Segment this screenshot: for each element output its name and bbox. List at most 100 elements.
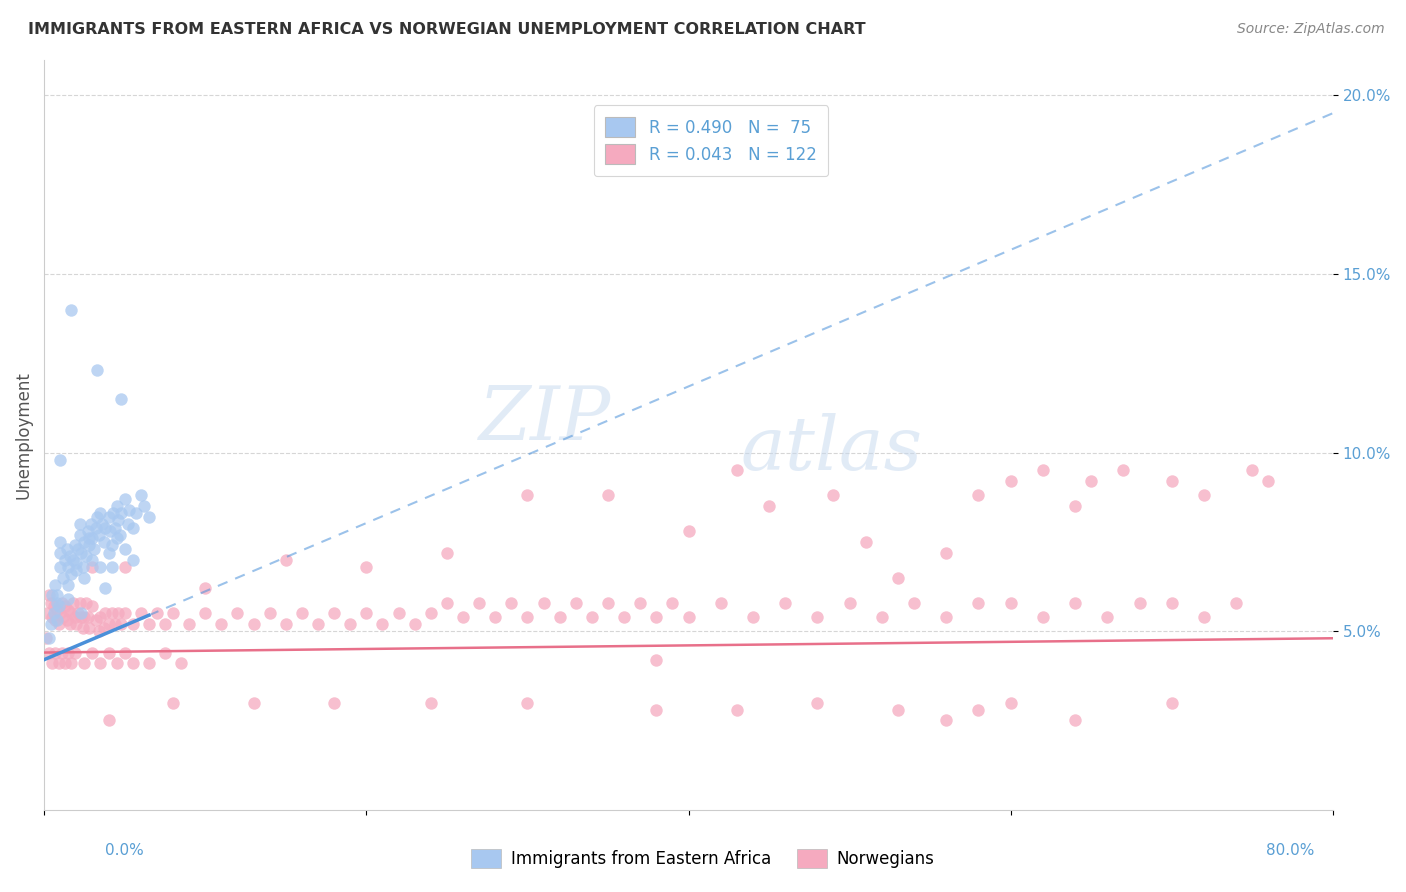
Point — [1000, 696, 1022, 710]
Point — [87, 624, 110, 639]
Point — [581, 609, 603, 624]
Point — [77, 538, 100, 552]
Point — [80, 516, 103, 531]
Point — [73, 534, 96, 549]
Point — [55, 541, 77, 556]
Point — [967, 703, 990, 717]
Point — [104, 520, 127, 534]
Point — [76, 524, 98, 538]
Point — [49, 545, 72, 559]
Point — [613, 609, 636, 624]
Point — [1225, 595, 1247, 609]
Point — [1032, 609, 1054, 624]
Point — [97, 646, 120, 660]
Point — [114, 541, 136, 556]
Point — [307, 617, 329, 632]
Point — [66, 606, 89, 620]
Point — [108, 527, 131, 541]
Point — [105, 531, 128, 545]
Point — [86, 509, 108, 524]
Point — [93, 534, 115, 549]
Point — [1129, 595, 1152, 609]
Point — [170, 657, 193, 671]
Point — [82, 531, 104, 545]
Point — [94, 606, 117, 620]
Point — [73, 570, 96, 584]
Y-axis label: Unemployment: Unemployment — [15, 371, 32, 499]
Point — [323, 606, 346, 620]
Point — [138, 509, 160, 524]
Point — [84, 614, 107, 628]
Point — [132, 499, 155, 513]
Point — [63, 646, 86, 660]
Point — [44, 577, 66, 591]
Point — [742, 609, 765, 624]
Point — [44, 614, 66, 628]
Point — [82, 646, 104, 660]
Text: ZIP: ZIP — [479, 384, 612, 456]
Point — [97, 617, 120, 632]
Point — [484, 609, 506, 624]
Point — [104, 617, 127, 632]
Point — [97, 509, 120, 524]
Point — [773, 595, 796, 609]
Point — [42, 599, 65, 613]
Point — [162, 696, 184, 710]
Point — [46, 588, 69, 602]
Point — [62, 552, 84, 566]
Point — [44, 646, 66, 660]
Point — [65, 617, 87, 632]
Point — [121, 657, 143, 671]
Point — [107, 606, 129, 620]
Point — [89, 657, 111, 671]
Point — [564, 595, 586, 609]
Point — [75, 549, 97, 563]
Point — [967, 488, 990, 502]
Point — [48, 599, 70, 613]
Point — [548, 609, 571, 624]
Point — [76, 609, 98, 624]
Point — [77, 531, 100, 545]
Point — [725, 703, 748, 717]
Point — [468, 595, 491, 609]
Point — [105, 657, 128, 671]
Text: 80.0%: 80.0% — [1267, 843, 1315, 858]
Point — [91, 516, 114, 531]
Legend: R = 0.490   N =  75, R = 0.043   N = 122: R = 0.490 N = 75, R = 0.043 N = 122 — [593, 105, 828, 176]
Point — [1160, 474, 1182, 488]
Point — [62, 595, 84, 609]
Point — [1192, 609, 1215, 624]
Point — [855, 534, 877, 549]
Point — [710, 595, 733, 609]
Text: 0.0%: 0.0% — [105, 843, 145, 858]
Point — [661, 595, 683, 609]
Point — [596, 595, 619, 609]
Point — [177, 617, 200, 632]
Point — [725, 463, 748, 477]
Point — [291, 606, 314, 620]
Point — [436, 595, 458, 609]
Point — [129, 606, 152, 620]
Point — [58, 591, 80, 606]
Point — [274, 617, 297, 632]
Point — [114, 606, 136, 620]
Point — [84, 520, 107, 534]
Point — [59, 617, 82, 632]
Point — [1064, 595, 1087, 609]
Point — [65, 556, 87, 570]
Point — [838, 595, 860, 609]
Point — [533, 595, 555, 609]
Point — [58, 646, 80, 660]
Point — [58, 577, 80, 591]
Point — [1112, 463, 1135, 477]
Point — [63, 609, 86, 624]
Point — [53, 657, 76, 671]
Point — [436, 545, 458, 559]
Point — [121, 552, 143, 566]
Point — [98, 524, 121, 538]
Point — [935, 609, 957, 624]
Point — [1064, 499, 1087, 513]
Point — [870, 609, 893, 624]
Point — [516, 488, 538, 502]
Point — [516, 609, 538, 624]
